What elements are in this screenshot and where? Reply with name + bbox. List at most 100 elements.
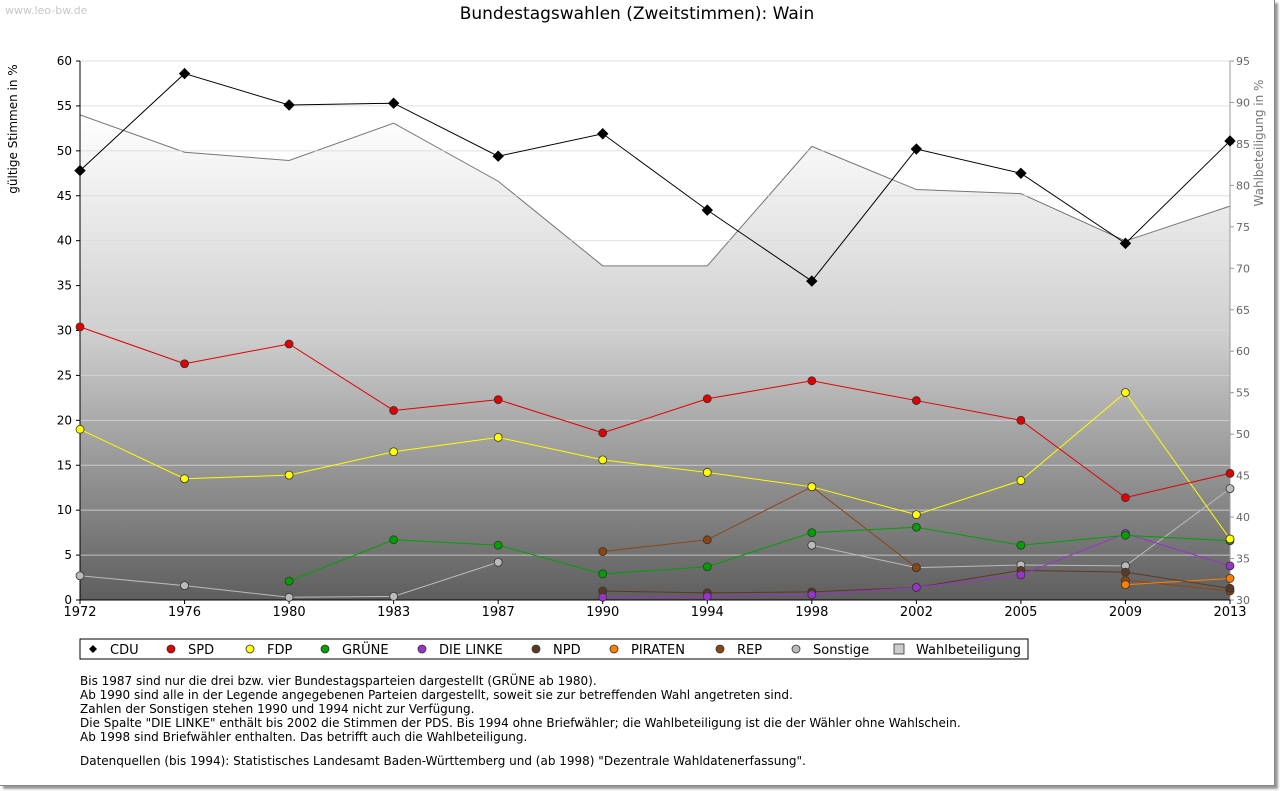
data-point-grüne (807, 528, 817, 538)
data-point-spd (598, 428, 608, 438)
y2-tick-label: 70 (1236, 262, 1250, 275)
data-point-grüne (702, 562, 712, 572)
legend-label: DIE LINKE (439, 643, 503, 658)
data-point-die-linke (598, 592, 608, 602)
data-point-die-linke (702, 592, 712, 601)
y-tick-label: 55 (57, 99, 72, 113)
y-tick-label: 40 (57, 234, 72, 248)
y-axis-label: gültige Stimmen in % (6, 64, 20, 193)
legend-marker-piraten (609, 644, 619, 654)
series-line-piraten (1125, 577, 1231, 586)
data-point-fdp (493, 433, 503, 442)
note-line: Ab 1998 sind Briefwähler enthalten. Das … (80, 730, 528, 744)
y2-tick-label: 80 (1236, 179, 1250, 192)
data-point-spd (1121, 493, 1130, 502)
y-tick-label: 30 (57, 324, 72, 338)
data-point-spd (807, 376, 817, 386)
data-point-fdp (1121, 388, 1130, 397)
note-line: Zahlen der Sonstigen stehen 1990 und 199… (80, 702, 475, 716)
data-point-npd (1225, 583, 1235, 593)
data-point-rep (598, 547, 608, 556)
data-point-cdu (492, 150, 504, 162)
legend-marker-die-linke (417, 644, 427, 654)
x-tick-label: 1980 (273, 605, 306, 620)
legend-label: REP (737, 643, 762, 658)
data-point-piraten (1121, 580, 1130, 590)
x-tick-label: 1976 (168, 605, 201, 620)
data-point-spd (1225, 468, 1235, 478)
series-line-cdu (79, 73, 1231, 282)
data-point-spd (389, 406, 399, 415)
y-tick-label: 15 (57, 458, 72, 472)
legend-box (79, 638, 1029, 660)
note-line: Bis 1987 sind nur die drei bzw. vier Bun… (80, 674, 597, 688)
data-point-spd (911, 396, 921, 405)
data-point-sonstige (180, 581, 189, 591)
y2-tick-label: 50 (1236, 428, 1250, 441)
data-point-die-linke (1225, 561, 1235, 571)
data-point-cdu (283, 99, 295, 111)
legend-label: CDU (110, 643, 139, 658)
y2-tick-label: 90 (1236, 96, 1250, 109)
data-point-cdu (1015, 167, 1027, 179)
data-point-cdu (178, 67, 191, 80)
data-point-cdu (701, 204, 713, 216)
data-point-cdu (74, 164, 86, 177)
data-point-grüne (1016, 540, 1026, 550)
y-tick-label: 50 (57, 144, 72, 158)
data-point-rep (702, 535, 712, 545)
legend-label: Sonstige (813, 643, 869, 658)
series-line-rep (602, 486, 917, 569)
y2-tick-label: 60 (1236, 345, 1250, 358)
y-tick-label: 25 (57, 368, 72, 382)
data-point-grüne (1121, 530, 1130, 540)
y-tick-label: 20 (57, 413, 72, 427)
data-point-cdu (1119, 237, 1132, 250)
legend-label: FDP (267, 643, 292, 658)
notes-block: Bis 1987 sind nur die drei bzw. vier Bun… (80, 674, 961, 768)
data-point-die-linke (911, 583, 921, 592)
data-point-cdu (806, 275, 818, 287)
legend-label: PIRATEN (631, 643, 685, 658)
data-point-grüne (493, 540, 503, 550)
election-chart: 0 5 10 15 20 25 30 35 40 45 50 55 60 30 35 40 45 50 55 60 65… (6, 54, 1266, 660)
data-point-fdp (389, 447, 399, 457)
data-point-rep (911, 563, 921, 573)
y2-tick-label: 55 (1236, 387, 1250, 400)
data-point-grüne (911, 522, 921, 532)
legend-marker-cdu (89, 645, 97, 653)
y-tick-label: 60 (57, 54, 72, 68)
x-tick-label: 1983 (377, 605, 410, 620)
data-point-cdu (597, 128, 609, 140)
data-point-cdu (910, 143, 923, 155)
legend-marker-sonstige (791, 644, 801, 654)
legend-label: SPD (188, 643, 214, 658)
watermark: www.leo-bw.de (5, 4, 88, 17)
data-point-grüne (284, 576, 294, 586)
chart-title: Bundestagswahlen (Zweitstimmen): Wain (459, 4, 815, 24)
data-point-sonstige (493, 557, 503, 567)
y2-tick-label: 75 (1236, 221, 1250, 234)
x-tick-label: 2002 (900, 605, 933, 620)
data-point-fdp (598, 455, 608, 465)
data-point-spd (1016, 415, 1026, 425)
data-point-fdp (180, 474, 189, 484)
data-point-spd (493, 395, 503, 405)
series-line-fdp (79, 391, 1231, 540)
y2-tick-label: 30 (1236, 594, 1250, 607)
data-point-fdp (75, 424, 85, 434)
data-point-fdp (1016, 476, 1026, 485)
x-tick-label: 2013 (1213, 605, 1246, 620)
data-point-die-linke (1016, 570, 1026, 580)
data-point-cdu (1224, 135, 1236, 147)
data-point-sonstige (1225, 484, 1235, 494)
y-tick-label: 45 (57, 189, 72, 203)
data-point-fdp (911, 510, 921, 520)
data-point-grüne (598, 569, 608, 579)
x-tick-label: 2009 (1109, 605, 1142, 620)
data-point-fdp (807, 482, 817, 492)
y-tick-label: 10 (57, 503, 72, 517)
series-line-grüne (288, 526, 1231, 582)
data-point-die-linke (807, 590, 817, 600)
